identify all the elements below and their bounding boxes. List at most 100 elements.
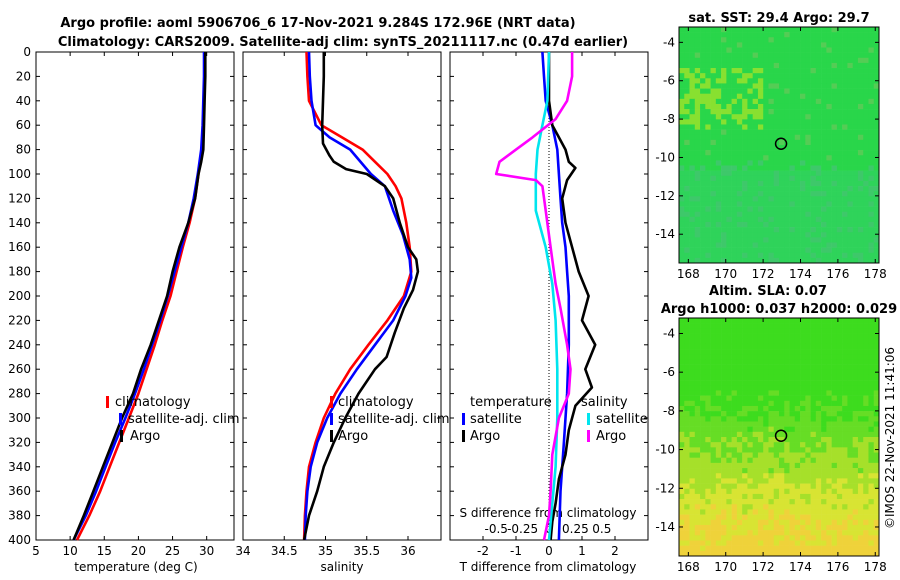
map-cell — [684, 488, 690, 495]
map-cell — [726, 180, 732, 187]
map-cell — [689, 550, 696, 557]
map-cell — [736, 390, 743, 396]
map-cell — [684, 405, 690, 412]
map-cell — [805, 550, 811, 557]
map-cell — [736, 170, 743, 177]
map-cell — [715, 343, 722, 350]
map-cell — [715, 385, 722, 391]
map-cell — [873, 545, 880, 552]
map-cell — [800, 57, 806, 64]
map-cell — [705, 364, 711, 371]
map-cell — [757, 114, 764, 120]
map-cell — [726, 364, 732, 371]
map-cell — [836, 83, 843, 89]
map-cell — [873, 462, 880, 469]
map-cell — [742, 68, 748, 74]
map-cell — [863, 201, 869, 207]
legend-swatch-t-argo — [462, 430, 465, 442]
map-cell — [757, 150, 764, 156]
map-cell — [747, 160, 753, 166]
map-cell — [815, 504, 822, 510]
map-cell — [831, 124, 838, 130]
map-cell — [705, 447, 711, 453]
map-cell — [805, 328, 811, 334]
map-cell — [710, 395, 717, 402]
map-cell — [873, 530, 880, 536]
map-cell — [715, 426, 722, 433]
map-cell — [789, 374, 796, 381]
map-cell — [689, 68, 696, 74]
map-cell — [721, 27, 727, 33]
map-cell — [805, 98, 811, 105]
map-cell — [742, 119, 748, 125]
map-cell — [715, 545, 722, 552]
map-cell — [689, 227, 696, 233]
map-cell — [815, 216, 822, 223]
map-cell — [757, 242, 764, 248]
map-cell — [726, 524, 732, 531]
map-cell — [836, 488, 843, 495]
map-cell — [705, 535, 711, 541]
map-cell — [789, 421, 796, 427]
map-cell — [831, 83, 838, 89]
map-cell — [847, 499, 853, 505]
map-cell — [826, 175, 832, 182]
map-cell — [763, 165, 769, 171]
map-cell — [721, 201, 727, 207]
map-cell — [763, 160, 769, 166]
map-y-tick-label: -10 — [655, 443, 675, 457]
map-cell — [847, 385, 853, 391]
map-cell — [868, 175, 875, 182]
map-cell — [810, 369, 817, 376]
map-cell — [752, 328, 759, 334]
map-cell — [873, 32, 880, 38]
map-cell — [805, 114, 811, 120]
map-cell — [736, 216, 743, 223]
map-cell — [779, 514, 785, 521]
map-cell — [852, 400, 859, 407]
map-cell — [731, 119, 738, 125]
map-cell — [726, 196, 732, 202]
map-cell — [736, 462, 743, 469]
map-cell — [757, 328, 764, 334]
map-cell — [779, 247, 785, 254]
map-cell — [700, 359, 706, 365]
map-cell — [710, 68, 717, 74]
map-cell — [831, 37, 838, 43]
map-cell — [810, 206, 817, 212]
map-cell — [705, 175, 711, 182]
map-cell — [836, 47, 843, 53]
map-cell — [800, 98, 806, 105]
map-cell — [857, 338, 864, 345]
map-cell — [752, 519, 759, 526]
map-cell — [726, 191, 732, 197]
map-cell — [763, 447, 769, 453]
map-cell — [694, 390, 701, 396]
map-cell — [742, 390, 748, 396]
map-cell — [768, 395, 775, 402]
map-cell — [715, 98, 722, 105]
map-cell — [752, 196, 759, 202]
map-cell — [863, 103, 869, 110]
map-cell — [747, 437, 753, 443]
map-cell — [726, 369, 732, 376]
map-cell — [826, 114, 832, 120]
map-cell — [794, 354, 801, 360]
map-cell — [836, 221, 843, 228]
map-cell — [736, 242, 743, 248]
map-cell — [757, 524, 764, 531]
map-cell — [689, 519, 696, 526]
map-cell — [815, 180, 822, 187]
map-cell — [726, 134, 732, 141]
map-cell — [842, 374, 848, 381]
map-cell — [710, 338, 717, 345]
map-cell — [842, 478, 848, 484]
map-cell — [826, 524, 832, 531]
map-cell — [710, 221, 717, 228]
map-cell — [821, 175, 827, 182]
map-cell — [831, 509, 838, 515]
map-cell — [784, 119, 790, 125]
map-cell — [721, 462, 727, 469]
map-cell — [868, 452, 875, 458]
map-cell — [773, 119, 780, 125]
